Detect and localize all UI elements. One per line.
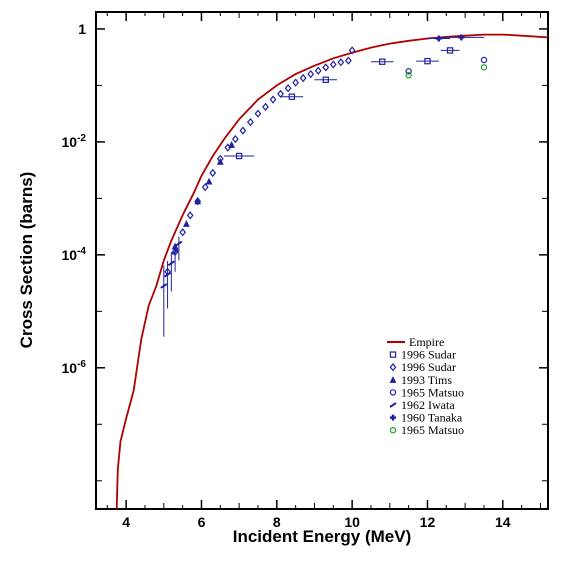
legend-swatch [390, 414, 396, 421]
legend-label: 1965 Matsuo [401, 385, 464, 399]
legend-item: 1965 Matsuo [389, 423, 464, 437]
legend-label: 1996 Sudar [401, 360, 456, 374]
data-point [209, 168, 217, 178]
data-point [284, 84, 292, 93]
legend-label: 1993 Tims [401, 373, 452, 387]
data-point [348, 46, 356, 55]
data-point [314, 66, 322, 75]
legend-item: 1960 Tanaka [390, 411, 463, 425]
legend-item: 1996 Sudar [389, 348, 456, 362]
data-point [182, 220, 190, 227]
series-2 [164, 46, 356, 276]
data-point [216, 157, 224, 165]
data-point [228, 141, 236, 148]
data-point [231, 134, 239, 144]
data-point [269, 95, 277, 104]
data-point [175, 240, 183, 247]
data-point [435, 35, 442, 42]
legend-swatch [389, 389, 397, 396]
legend-swatch [389, 427, 397, 434]
x-axis-title: Incident Energy (MeV) [233, 527, 412, 546]
data-point [201, 182, 209, 192]
y-tick-label: 10-4 [62, 246, 87, 263]
legend-swatch [389, 351, 397, 358]
data-point [239, 126, 247, 135]
data-point [344, 56, 352, 65]
y-axis-title: Cross Section (barns) [17, 172, 36, 349]
plot-content [115, 33, 548, 509]
data-point [262, 102, 269, 112]
data-point [167, 260, 175, 267]
data-point [480, 64, 488, 71]
series-4 [405, 56, 488, 75]
x-tick-label: 6 [198, 514, 206, 530]
data-point [205, 177, 213, 185]
y-tick-exponent: -6 [77, 359, 86, 370]
y-tick-label: 1 [78, 21, 86, 37]
data-point [322, 76, 329, 83]
legend-swatch [389, 363, 397, 372]
data-point [405, 72, 412, 79]
y-tick-exponent: -2 [77, 133, 86, 144]
x-tick-label: 12 [420, 514, 436, 530]
data-point [337, 58, 345, 67]
data-point [164, 271, 172, 278]
data-point [235, 152, 243, 160]
data-point [307, 69, 315, 79]
data-point [480, 56, 488, 64]
y-tick-base: 10 [62, 360, 78, 376]
legend-item: 1993 Tims [389, 373, 452, 387]
series-1 [224, 47, 460, 160]
legend-label: 1996 Sudar [401, 348, 456, 362]
series-layer [115, 33, 548, 509]
data-point [446, 47, 454, 54]
data-point [179, 228, 187, 237]
x-tick-label: 4 [122, 514, 130, 530]
y-tick-label: 10-2 [62, 133, 87, 150]
legend-label: 1965 Matsuo [401, 423, 464, 437]
data-point [322, 63, 330, 72]
x-tick-label: 10 [344, 514, 360, 530]
legend-label: 1960 Tanaka [401, 411, 463, 425]
data-point [458, 34, 465, 41]
legend-label: Empire [409, 335, 444, 349]
data-point [194, 197, 202, 206]
legend-item: 1965 Matsuo [389, 385, 464, 399]
y-tick-base: 1 [78, 21, 86, 37]
x-tick-label: 8 [273, 514, 281, 530]
x-tick-label: 14 [495, 514, 511, 530]
data-point [292, 78, 300, 87]
data-point [254, 109, 262, 118]
y-tick-base: 10 [62, 247, 78, 263]
legend-item: 1962 Iwata [389, 398, 455, 412]
legend-swatch [389, 376, 397, 383]
series-3 [171, 141, 236, 250]
data-point [171, 249, 179, 255]
data-point [405, 68, 412, 75]
data-point [424, 57, 431, 65]
y-tick-exponent: -4 [77, 246, 86, 257]
y-tick-base: 10 [62, 134, 78, 150]
series-6 [427, 34, 484, 42]
data-point [299, 73, 307, 83]
data-point [379, 58, 386, 65]
data-point [194, 197, 202, 205]
legend-item: Empire [387, 335, 444, 349]
data-point [160, 283, 168, 289]
legend-label: 1962 Iwata [401, 398, 455, 412]
legend-swatch [389, 402, 397, 408]
series-7 [405, 64, 488, 79]
data-point [277, 89, 284, 99]
data-point [288, 93, 296, 100]
series-5 [160, 236, 183, 337]
data-point [329, 60, 337, 69]
y-tick-label: 10-6 [62, 359, 87, 376]
data-point [186, 211, 194, 220]
data-point [247, 117, 254, 127]
legend-item: 1996 Sudar [389, 360, 456, 374]
